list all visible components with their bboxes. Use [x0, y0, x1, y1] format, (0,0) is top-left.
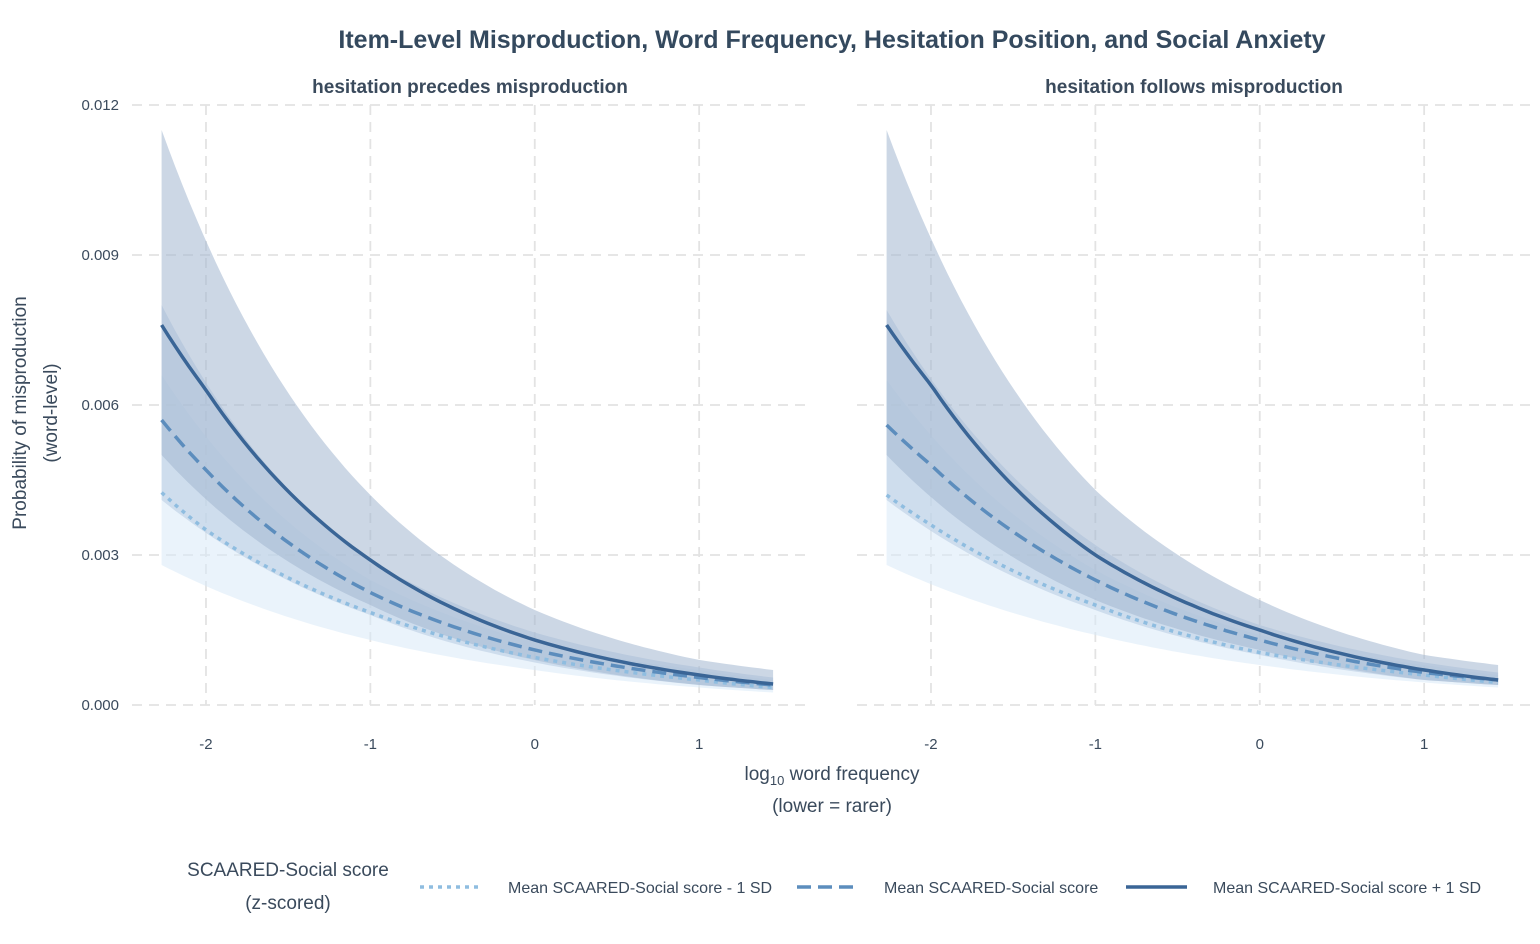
legend-label-plus-1sd: Mean SCAARED-Social score + 1 SD	[1213, 880, 1481, 897]
x-tick-label: -1	[364, 736, 377, 753]
series-line-plus-1sd	[160, 324, 774, 686]
x-axis-label-prefix: log	[744, 764, 769, 785]
y-tick-label: 0.003	[81, 547, 119, 564]
series-line-plus-1sd	[885, 324, 1499, 682]
ci-bands-panel-2	[886, 130, 1499, 688]
y-tick-label: 0.006	[81, 397, 119, 414]
x-axis-label-suffix: word frequency	[784, 764, 920, 785]
series-line-mean	[885, 423, 1499, 682]
x-tick-label: -2	[199, 736, 212, 753]
x-tick-label: 1	[695, 736, 703, 753]
x-tick-label: -2	[924, 736, 937, 753]
legend: SCAARED-Social score (z-scored) Mean SCA…	[187, 860, 1481, 914]
panel-title-left: hesitation precedes misproduction	[312, 77, 628, 98]
series-line-minus-1sd	[160, 491, 774, 690]
y-axis-label-line1: Probability of misproduction	[10, 296, 31, 529]
ci-band-plus-1sd	[161, 130, 774, 690]
x-axis-label-subscript: 10	[770, 773, 784, 788]
x-tick-label: -1	[1089, 736, 1102, 753]
y-tick-label: 0.012	[81, 97, 119, 114]
legend-label-mean: Mean SCAARED-Social score	[884, 880, 1098, 897]
x-axis-label-line1: log10 word frequency	[744, 764, 920, 788]
series-lines-panel-2	[885, 324, 1499, 685]
y-tick-label: 0.009	[81, 247, 119, 264]
x-tick-label: 0	[1256, 736, 1264, 753]
panel-hesitation-follows: hesitation follows misproduction	[857, 77, 1531, 706]
ci-bands-panel-1	[161, 130, 774, 693]
ci-band-minus-1sd	[161, 375, 774, 693]
legend-title-line1: SCAARED-Social score	[187, 860, 389, 881]
y-tick-label: 0.000	[81, 697, 119, 714]
x-tick-label: 1	[1420, 736, 1428, 753]
y-axis-ticks: 0.000 0.003 0.006 0.009 0.012	[81, 97, 119, 714]
series-line-minus-1sd	[885, 493, 1499, 685]
chart-title: Item-Level Misproduction, Word Frequency…	[338, 26, 1325, 54]
x-tick-label: 0	[531, 736, 539, 753]
x-axis-ticks: -2 -1 0 1 -2 -1 0 1	[199, 736, 1428, 753]
ci-band-minus-1sd	[886, 380, 1499, 688]
ci-band-plus-1sd	[886, 130, 1499, 685]
panel-hesitation-precedes: hesitation precedes misproduction	[132, 77, 806, 706]
y-axis-label-line2: (word-level)	[41, 363, 62, 462]
legend-title-line2: (z-scored)	[245, 893, 331, 914]
legend-label-minus-1sd: Mean SCAARED-Social score - 1 SD	[508, 880, 772, 897]
x-axis-label-line2: (lower = rarer)	[772, 796, 892, 817]
series-lines-panel-1	[160, 324, 774, 690]
panel-title-right: hesitation follows misproduction	[1045, 77, 1343, 98]
